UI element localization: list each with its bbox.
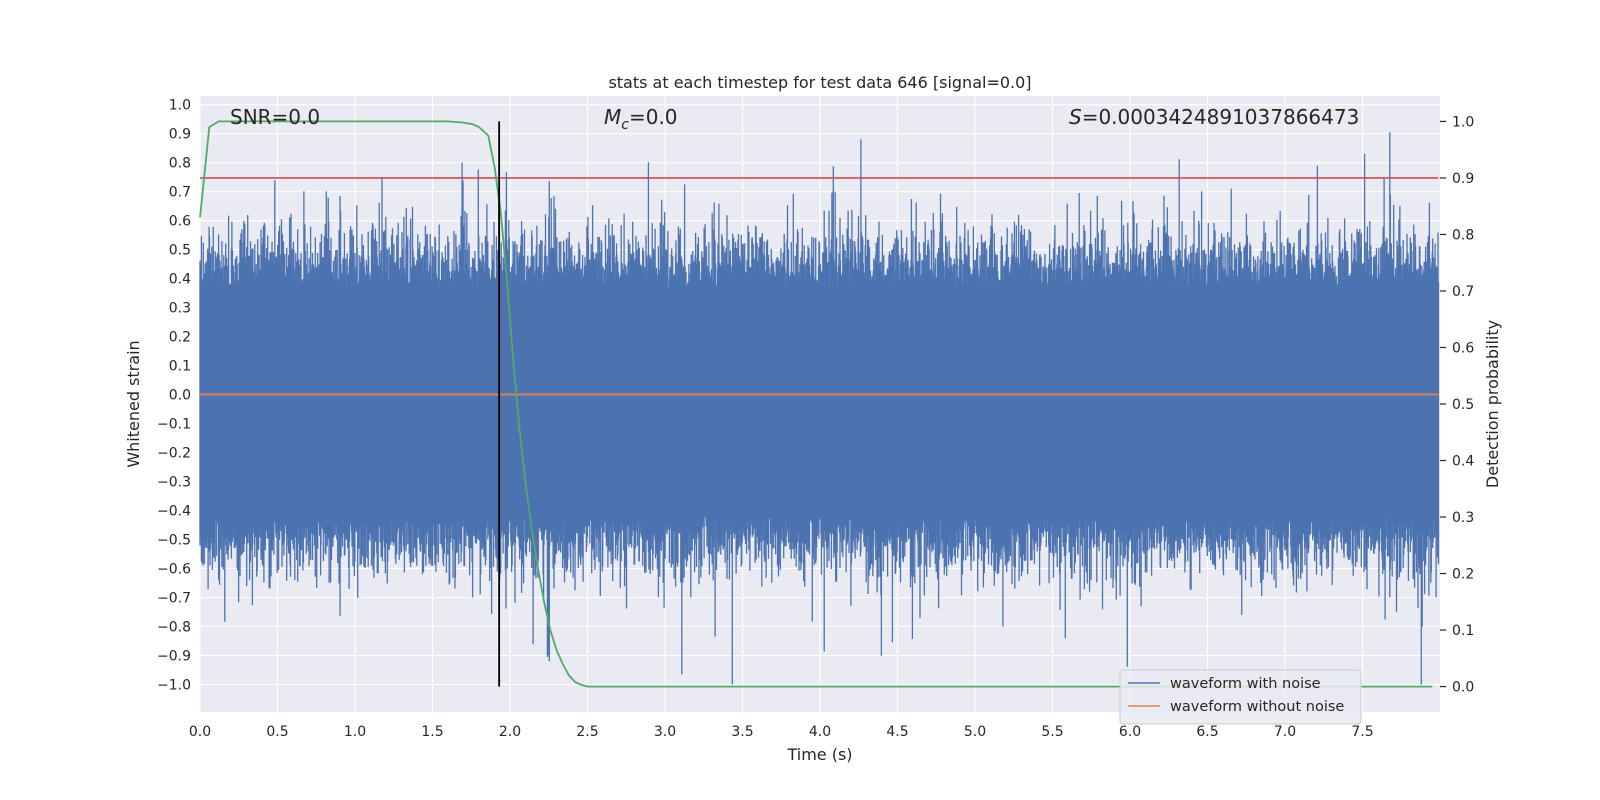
statistic-annotation: S=0.0003424891037866473 (1069, 105, 1359, 129)
y-axis-ticks: 1.0 0.9 0.8 0.7 0.6 0.5 0.4 0.3 0.2 0.1 0.0 −0.1 −0.… (157, 98, 191, 694)
y-axis-label: Whitened strain (124, 340, 143, 467)
y-tick-label-10: 0.0 (169, 388, 191, 404)
y2-axis-label: Detection probability (1483, 320, 1502, 488)
y-tick-label-2: 0.8 (169, 156, 191, 172)
x-tick-label-1: 0.5 (266, 724, 288, 740)
x-tick-label-7: 3.5 (731, 724, 753, 740)
y2-tick-label-2: 0.8 (1452, 227, 1474, 243)
y-tick-label-5: 0.5 (169, 243, 191, 259)
y2-tick-label-1: 0.9 (1452, 171, 1474, 187)
y2-tick-label-3: 0.7 (1452, 284, 1474, 300)
y-tick-label-18: −0.8 (157, 619, 191, 635)
x-axis-label: Time (s) (786, 745, 852, 764)
x-tick-label-10: 5.0 (964, 724, 986, 740)
y2-tick-label-10: 0.0 (1452, 680, 1474, 696)
x-tick-label-2: 1.0 (344, 724, 366, 740)
y-tick-label-14: −0.4 (157, 504, 191, 520)
x-tick-label-11: 5.5 (1041, 724, 1063, 740)
y-tick-label-20: −1.0 (157, 677, 191, 693)
overlay-lines (199, 120, 1439, 688)
y2-tick-label-0: 1.0 (1452, 114, 1474, 130)
y-tick-label-8: 0.2 (169, 330, 191, 346)
x-tick-label-5: 2.5 (576, 724, 598, 740)
y-tick-label-15: −0.5 (157, 533, 191, 549)
y2-tick-label-7: 0.3 (1452, 510, 1474, 526)
x-tick-label-13: 6.5 (1196, 724, 1218, 740)
legend: waveform with noise waveform without noi… (1119, 669, 1362, 725)
y2-tick-label-6: 0.4 (1452, 454, 1474, 470)
y2-axis-ticks: 1.0 0.9 0.8 0.7 0.6 0.5 0.4 0.3 0.2 0.1 0.0 (1440, 114, 1474, 696)
x-tick-label-12: 6.0 (1119, 724, 1141, 740)
y2-tick-label-9: 0.1 (1452, 623, 1474, 639)
x-tick-label-15: 7.5 (1351, 724, 1373, 740)
legend-box (1119, 669, 1362, 725)
y-tick-label-1: 0.9 (169, 127, 191, 143)
y-tick-label-3: 0.7 (169, 185, 191, 201)
legend-label-noise: waveform with noise (1170, 676, 1321, 692)
x-tick-label-3: 1.5 (421, 724, 443, 740)
y-tick-label-4: 0.6 (169, 214, 191, 230)
noise-waveform-line (199, 132, 1440, 685)
y-tick-label-16: −0.6 (157, 562, 191, 578)
y2-tick-label-5: 0.5 (1452, 397, 1474, 413)
x-axis-ticks: 0.0 0.5 1.0 1.5 2.0 2.5 3.0 3.5 4.0 4.5 5.0 5.5 6.0 6… (189, 724, 1374, 740)
x-tick-label-4: 2.0 (499, 724, 521, 740)
y2-tick-label-4: 0.6 (1452, 340, 1474, 356)
x-tick-label-14: 7.0 (1274, 724, 1296, 740)
x-tick-label-9: 4.5 (886, 724, 908, 740)
y-tick-label-13: −0.3 (157, 475, 191, 491)
x-tick-label-0: 0.0 (189, 724, 211, 740)
snr-annotation: SNR=0.0 (230, 105, 320, 129)
y-tick-label-7: 0.3 (169, 301, 191, 317)
y-tick-label-12: −0.2 (157, 446, 191, 462)
detection-probability-line (199, 120, 1433, 688)
x-tick-label-6: 3.0 (654, 724, 676, 740)
y-tick-label-11: −0.1 (157, 417, 191, 433)
chart-title: stats at each timestep for test data 646… (608, 73, 1031, 92)
y-tick-label-6: 0.4 (169, 272, 191, 288)
x-tick-label-8: 4.0 (809, 724, 831, 740)
chirp-mass-annotation: Mc=0.0 (604, 105, 678, 133)
y2-tick-label-8: 0.2 (1452, 567, 1474, 583)
legend-label-no-noise: waveform without noise (1170, 699, 1344, 715)
y-tick-label-9: 0.1 (169, 359, 191, 375)
y-tick-label-0: 1.0 (169, 98, 191, 114)
y-tick-label-17: −0.7 (157, 590, 191, 606)
y-tick-label-19: −0.9 (157, 648, 191, 664)
